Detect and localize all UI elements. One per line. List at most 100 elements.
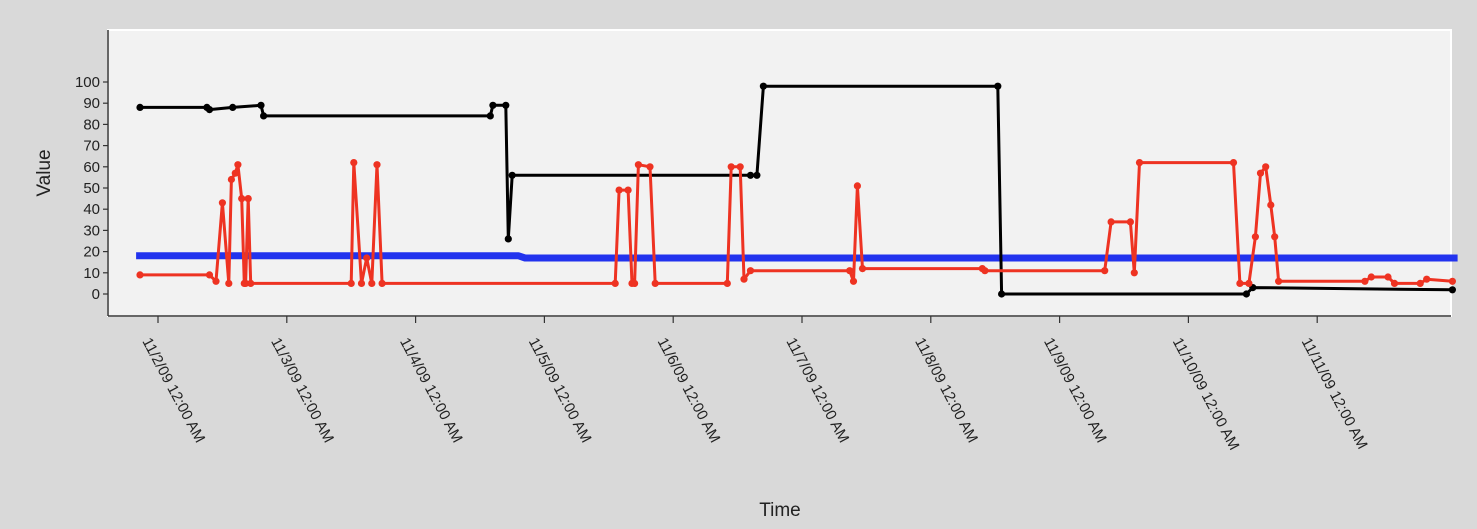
series-line bbox=[136, 252, 1458, 262]
data-point bbox=[225, 279, 233, 287]
data-point bbox=[615, 186, 623, 194]
y-axis-title: Value bbox=[34, 149, 55, 196]
data-point bbox=[727, 163, 735, 171]
x-tick-label: 11/9/09 12:00 AM bbox=[1040, 335, 1110, 446]
data-point bbox=[257, 101, 265, 109]
data-point bbox=[759, 82, 768, 90]
y-tick-label: 100 bbox=[75, 74, 100, 91]
data-point bbox=[1262, 163, 1270, 171]
data-point bbox=[1135, 159, 1144, 167]
x-tick-label: 11/6/09 12:00 AM bbox=[654, 335, 724, 446]
x-tick-label: 11/4/09 12:00 AM bbox=[396, 335, 466, 446]
data-point bbox=[1423, 275, 1431, 283]
data-point bbox=[1271, 233, 1279, 241]
y-tick-label: 50 bbox=[83, 180, 100, 197]
data-point bbox=[1361, 277, 1369, 285]
y-tick-label: 70 bbox=[83, 138, 100, 155]
data-point bbox=[1390, 279, 1399, 287]
x-tick-label: 11/10/09 12:00 AM bbox=[1169, 335, 1243, 453]
y-tick-label: 60 bbox=[83, 159, 100, 176]
data-point bbox=[227, 175, 235, 184]
data-point bbox=[247, 279, 255, 287]
data-point bbox=[1242, 290, 1250, 298]
data-point bbox=[1245, 279, 1253, 287]
data-point bbox=[136, 271, 144, 279]
x-axis-ticks: 11/2/09 12:00 AM 11/3/09 12:00 AM 11/4/09 … bbox=[138, 316, 1371, 453]
data-point bbox=[1448, 277, 1456, 285]
data-point bbox=[651, 279, 659, 287]
data-point bbox=[753, 171, 761, 179]
data-point bbox=[229, 103, 237, 111]
data-point bbox=[205, 271, 214, 279]
data-point bbox=[1236, 279, 1244, 287]
data-point bbox=[1107, 218, 1115, 226]
y-tick-label: 0 bbox=[92, 286, 100, 303]
data-point bbox=[1275, 277, 1283, 285]
data-point bbox=[1251, 233, 1259, 241]
data-point bbox=[723, 279, 731, 287]
y-tick-label: 80 bbox=[83, 116, 100, 133]
data-point bbox=[1256, 169, 1265, 177]
data-point bbox=[508, 171, 516, 179]
x-tick-label: 11/3/09 12:00 AM bbox=[267, 335, 337, 446]
x-axis-title: Time bbox=[759, 500, 801, 521]
data-point bbox=[631, 279, 639, 287]
data-point bbox=[1130, 269, 1138, 277]
data-point bbox=[1367, 273, 1375, 281]
data-point bbox=[502, 101, 510, 109]
data-point bbox=[846, 267, 854, 275]
x-tick-label: 11/11/09 12:00 AM bbox=[1298, 335, 1371, 452]
data-point bbox=[746, 267, 755, 275]
data-point bbox=[234, 161, 242, 169]
series-2 bbox=[136, 82, 1456, 298]
data-point bbox=[373, 161, 381, 169]
data-point bbox=[1384, 273, 1392, 281]
data-point bbox=[646, 163, 654, 171]
data-point bbox=[486, 112, 494, 120]
data-point bbox=[740, 275, 748, 283]
data-point bbox=[1101, 267, 1109, 275]
data-point bbox=[489, 101, 497, 109]
data-point bbox=[368, 279, 376, 287]
data-point bbox=[1229, 159, 1238, 167]
y-tick-label: 10 bbox=[83, 265, 100, 282]
data-point bbox=[242, 279, 250, 287]
data-point bbox=[238, 195, 246, 203]
data-point bbox=[378, 279, 386, 287]
data-point bbox=[624, 186, 632, 194]
data-point bbox=[611, 279, 619, 287]
data-point bbox=[736, 163, 744, 171]
data-point bbox=[260, 112, 268, 120]
data-point bbox=[244, 195, 252, 203]
data-point bbox=[746, 171, 755, 179]
data-point bbox=[218, 199, 226, 207]
data-point bbox=[981, 267, 989, 275]
x-tick-label: 11/7/09 12:00 AM bbox=[782, 335, 852, 446]
data-point bbox=[853, 182, 862, 190]
data-point bbox=[205, 106, 214, 114]
data-point bbox=[363, 254, 371, 262]
data-point bbox=[634, 161, 643, 169]
x-tick-label: 11/8/09 12:00 AM bbox=[911, 335, 981, 446]
series-layer bbox=[136, 82, 1458, 298]
series-1 bbox=[136, 252, 1458, 262]
data-point bbox=[347, 279, 355, 287]
data-point bbox=[1416, 279, 1424, 287]
y-tick-label: 30 bbox=[83, 222, 100, 239]
data-point bbox=[1267, 201, 1275, 209]
data-point bbox=[1126, 218, 1134, 226]
data-point bbox=[504, 235, 512, 243]
y-tick-label: 90 bbox=[83, 95, 100, 112]
data-point bbox=[231, 169, 239, 177]
data-point bbox=[357, 279, 366, 287]
data-point bbox=[858, 265, 867, 273]
y-axis-ticks: 0 10 20 30 40 50 60 70 80 90 100 bbox=[75, 74, 108, 303]
data-point bbox=[849, 277, 858, 285]
y-tick-label: 20 bbox=[83, 244, 100, 261]
data-point bbox=[1448, 286, 1456, 294]
data-point bbox=[212, 277, 220, 285]
data-point bbox=[136, 103, 144, 111]
plot-area bbox=[107, 29, 1452, 317]
data-point bbox=[994, 82, 1002, 90]
